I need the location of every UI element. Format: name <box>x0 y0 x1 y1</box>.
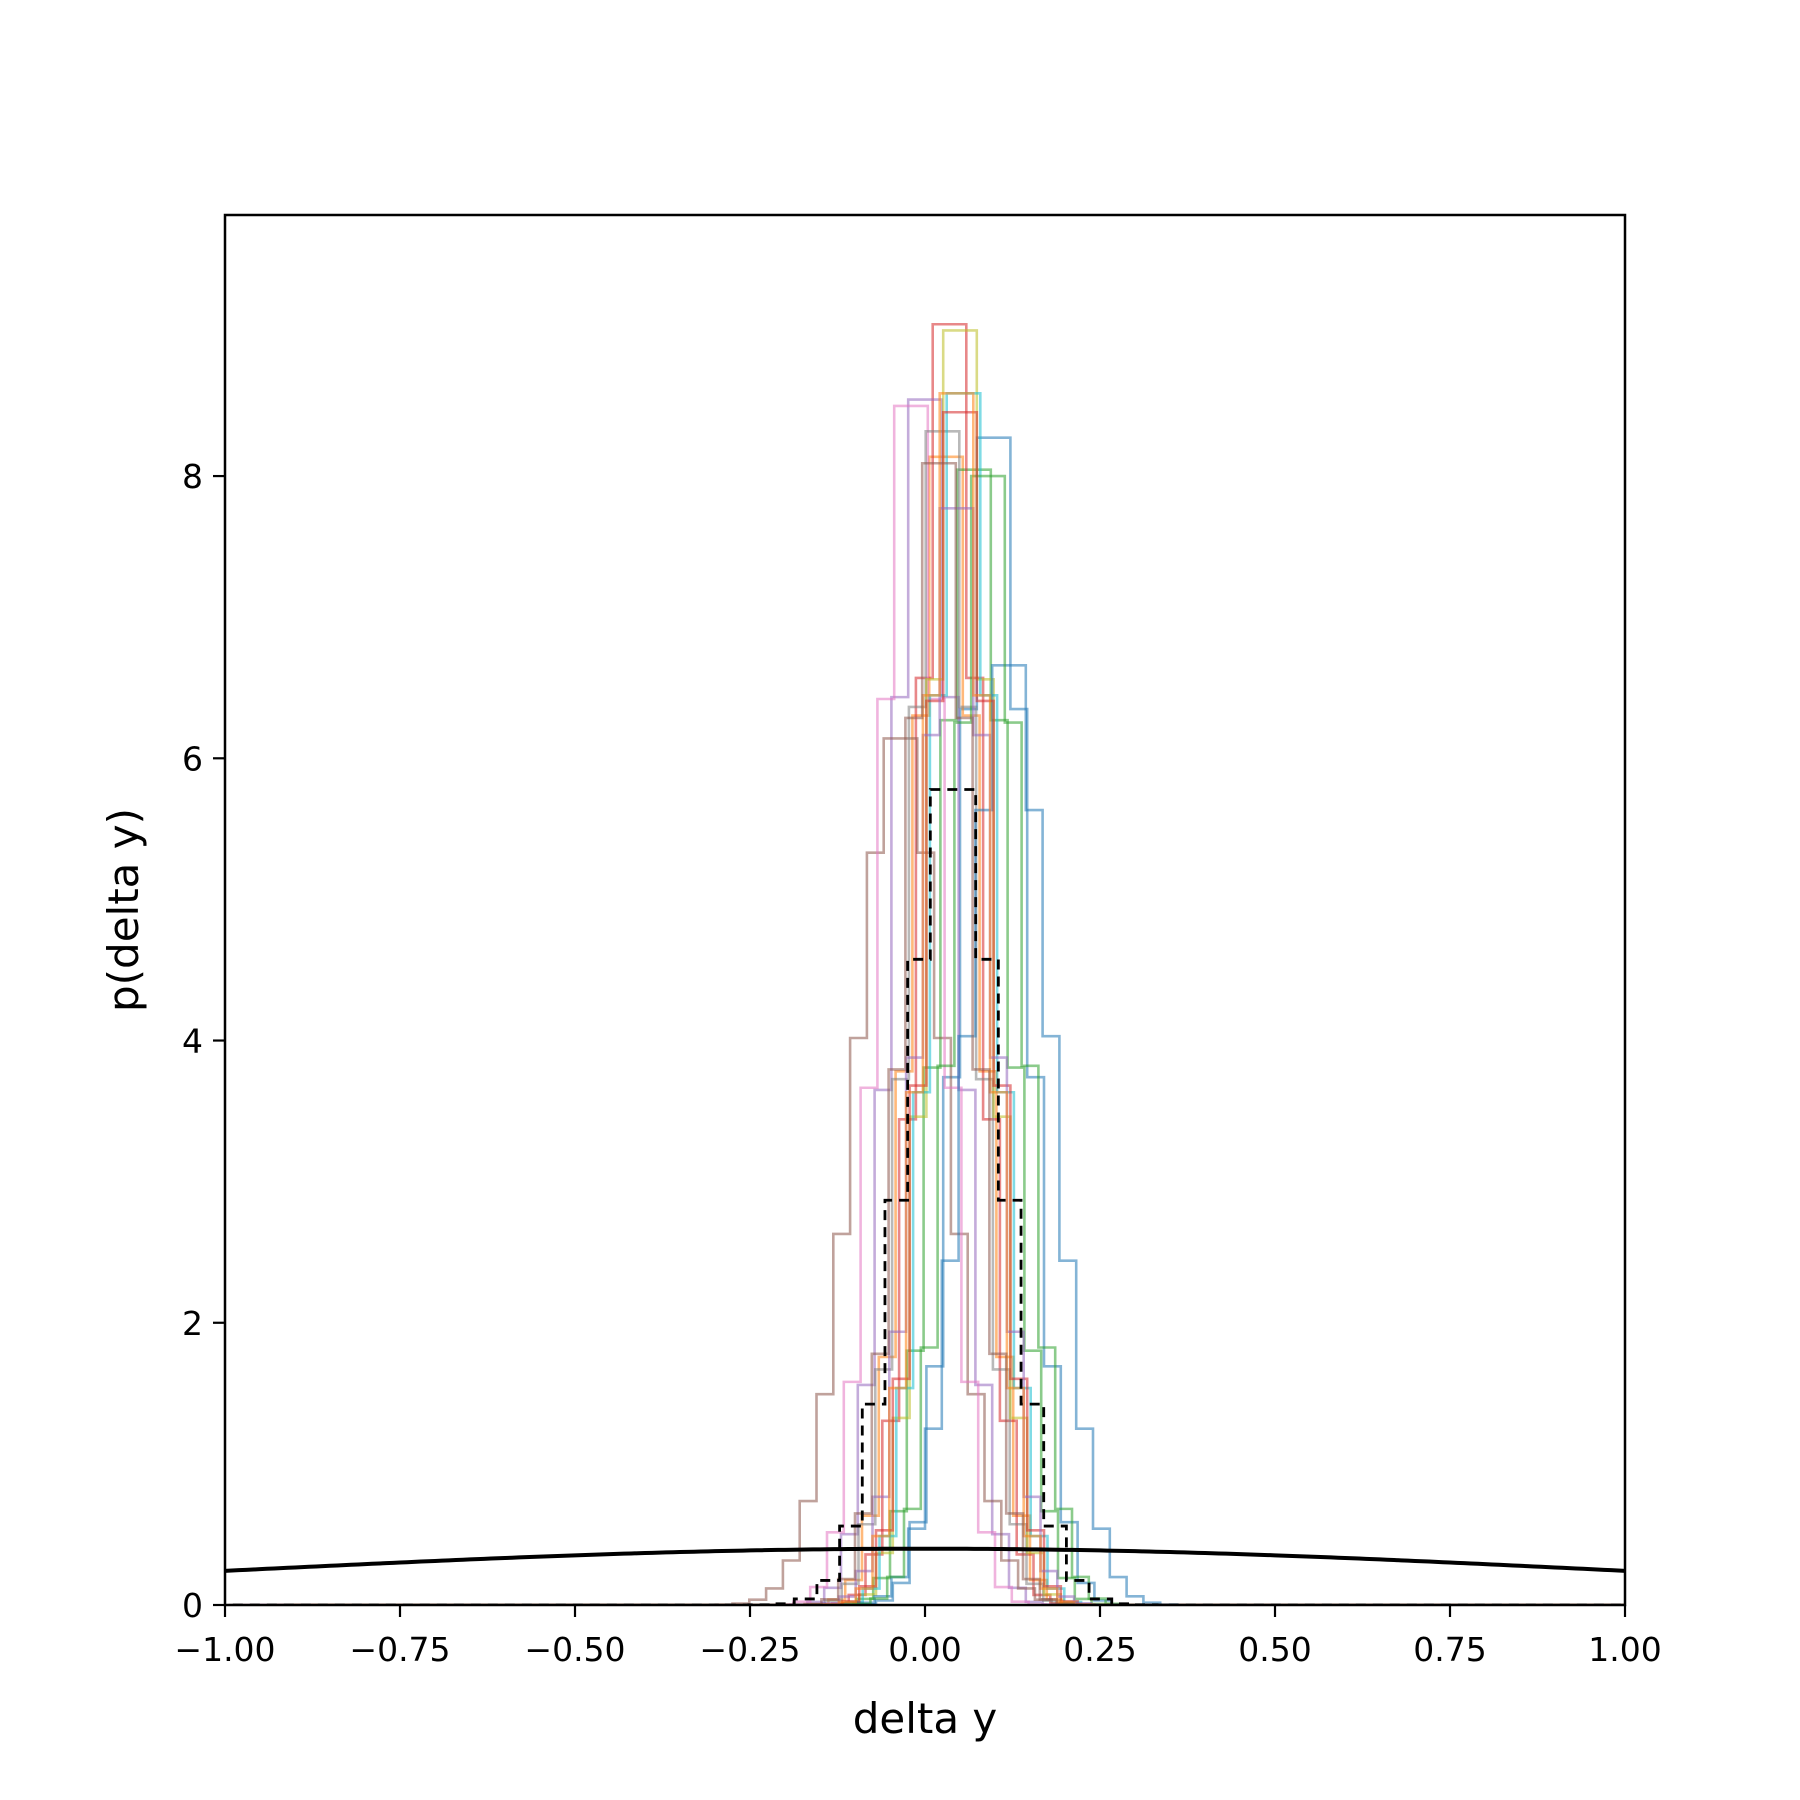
x-tick-label: 0.50 <box>1238 1630 1311 1669</box>
histogram-series-layer <box>225 322 1625 1605</box>
x-tick-label: 0.25 <box>1063 1630 1136 1669</box>
y-tick-label: 0 <box>182 1586 203 1625</box>
x-tick-label: −0.75 <box>349 1630 450 1669</box>
y-tick-label: 6 <box>182 739 203 778</box>
reference-normal-curve <box>225 1546 1625 1573</box>
histogram-series-15 <box>284 391 1625 1605</box>
x-tick-label: 1.00 <box>1588 1630 1661 1669</box>
histogram-series-1 <box>321 436 1625 1605</box>
histogram-series-9 <box>288 329 1625 1605</box>
y-axis-label: p(delta y) <box>99 808 148 1012</box>
axis-ticks: −1.00 −0.75 −0.50 −0.25 0.00 0.25 0.50 0.75 1.00… <box>174 457 1661 1669</box>
x-tick-label: 0.75 <box>1413 1630 1486 1669</box>
x-tick-label: −1.00 <box>174 1630 275 1669</box>
x-axis-label: delta y <box>853 1694 998 1743</box>
histogram-series-12 <box>316 474 1625 1605</box>
y-tick-label: 4 <box>182 1022 203 1061</box>
histogram-series-16 <box>267 461 1611 1605</box>
histogram-series-5 <box>253 398 1597 1605</box>
histogram-series-4 <box>277 322 1622 1605</box>
histogram-series-7 <box>239 404 1583 1605</box>
aggregate-histogram-dashed <box>225 788 1625 1605</box>
histogram-series-13 <box>288 410 1625 1605</box>
y-tick-label: 8 <box>182 457 203 496</box>
plot-frame <box>223 213 1627 1607</box>
y-tick-label: 2 <box>182 1304 203 1343</box>
x-tick-label: −0.50 <box>524 1630 625 1669</box>
histogram-series-6 <box>228 737 1573 1605</box>
x-tick-label: −0.25 <box>699 1630 800 1669</box>
x-tick-label: 0.00 <box>888 1630 961 1669</box>
histogram-series-11 <box>337 663 1625 1605</box>
